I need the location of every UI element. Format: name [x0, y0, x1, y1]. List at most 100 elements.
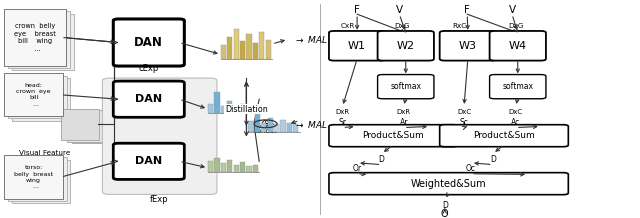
Bar [234, 29, 239, 59]
FancyBboxPatch shape [490, 75, 546, 99]
FancyBboxPatch shape [4, 73, 63, 116]
Bar [287, 123, 292, 132]
Bar [214, 92, 220, 113]
Text: DAN: DAN [135, 156, 163, 166]
Text: RxC: RxC [452, 23, 467, 29]
Text: DxG: DxG [509, 23, 524, 29]
Text: Or: Or [353, 164, 362, 173]
Text: O: O [441, 209, 449, 218]
Text: V: V [396, 5, 403, 15]
Bar [268, 118, 273, 132]
Bar [234, 165, 239, 172]
FancyBboxPatch shape [113, 143, 184, 179]
Bar [240, 162, 245, 172]
Text: $\rightarrow$ MAL: $\rightarrow$ MAL [294, 34, 329, 45]
Bar [246, 34, 252, 59]
Text: DAN: DAN [134, 36, 163, 49]
FancyBboxPatch shape [8, 76, 67, 118]
Text: Product&Sum: Product&Sum [473, 131, 535, 140]
Bar [221, 45, 226, 59]
Text: cExp: cExp [138, 64, 159, 73]
Bar [227, 37, 232, 59]
Text: W3: W3 [459, 41, 477, 51]
Bar [261, 123, 266, 132]
Text: DxR: DxR [335, 109, 349, 115]
Bar [280, 120, 285, 132]
Text: W2: W2 [397, 41, 415, 51]
FancyBboxPatch shape [329, 125, 458, 147]
Text: DxG: DxG [394, 23, 410, 29]
Text: head:
crown  eye
bill
  ...: head: crown eye bill ... [17, 83, 51, 107]
Text: softmax: softmax [390, 82, 421, 91]
FancyBboxPatch shape [113, 81, 184, 117]
FancyBboxPatch shape [102, 78, 217, 194]
FancyBboxPatch shape [440, 31, 496, 61]
FancyBboxPatch shape [329, 173, 568, 195]
Text: DxC: DxC [457, 109, 471, 115]
Text: F: F [354, 5, 360, 15]
Text: DxC: DxC [509, 109, 523, 115]
Text: F: F [464, 5, 470, 15]
FancyBboxPatch shape [378, 75, 434, 99]
Bar [253, 43, 258, 59]
Text: V: V [508, 5, 516, 15]
Text: Sr: Sr [339, 118, 346, 127]
Bar [240, 104, 245, 113]
Text: $\rightarrow$ MAL: $\rightarrow$ MAL [294, 119, 329, 130]
Text: $\oplus$: $\oplus$ [260, 118, 271, 129]
Bar [221, 163, 226, 172]
FancyBboxPatch shape [378, 31, 434, 61]
Bar [246, 165, 252, 172]
Bar [248, 121, 253, 132]
Bar [253, 165, 258, 172]
Bar [259, 32, 264, 59]
Bar [208, 161, 213, 172]
Bar [214, 158, 220, 172]
Bar [208, 104, 213, 113]
Text: concat: concat [254, 128, 277, 134]
Text: D: D [490, 155, 496, 164]
FancyBboxPatch shape [12, 78, 70, 121]
Text: Product&Sum: Product&Sum [362, 131, 424, 140]
FancyBboxPatch shape [4, 155, 63, 199]
Bar [240, 41, 245, 59]
Bar [293, 124, 298, 132]
Bar [234, 107, 239, 113]
FancyBboxPatch shape [8, 11, 70, 68]
Text: DAN: DAN [135, 94, 163, 104]
Text: crown  belly
eye    breast
bill    wing
  ...: crown belly eye breast bill wing ... [14, 23, 56, 52]
Text: Sc: Sc [460, 118, 468, 127]
Text: CxR: CxR [340, 23, 355, 29]
Text: Visual Feature: Visual Feature [19, 150, 70, 156]
FancyBboxPatch shape [4, 9, 66, 66]
Bar [227, 160, 232, 172]
Text: W4: W4 [509, 41, 527, 51]
FancyBboxPatch shape [72, 112, 109, 143]
Text: torso:
belly  breast
wing
  ...: torso: belly breast wing ... [14, 165, 53, 189]
Bar [255, 111, 260, 132]
FancyBboxPatch shape [61, 109, 99, 140]
FancyBboxPatch shape [440, 125, 568, 147]
Text: DxR: DxR [397, 109, 411, 115]
FancyBboxPatch shape [12, 160, 70, 203]
Text: W1: W1 [348, 41, 366, 51]
Text: fExp: fExp [149, 194, 168, 204]
FancyBboxPatch shape [8, 157, 67, 201]
Text: Ar: Ar [399, 118, 408, 127]
Text: Ac: Ac [511, 118, 520, 127]
Text: Weighted&Sum: Weighted&Sum [411, 179, 486, 189]
Bar [266, 40, 271, 59]
Text: D: D [378, 155, 385, 164]
FancyBboxPatch shape [67, 110, 104, 142]
FancyBboxPatch shape [490, 31, 546, 61]
FancyBboxPatch shape [12, 14, 74, 70]
FancyBboxPatch shape [329, 31, 385, 61]
FancyBboxPatch shape [113, 19, 184, 66]
Text: Distillation: Distillation [225, 104, 268, 114]
Bar [274, 124, 279, 132]
Text: D: D [442, 201, 448, 210]
Bar [227, 101, 232, 113]
Bar [221, 106, 226, 113]
Bar [253, 107, 258, 113]
Text: Oc: Oc [466, 164, 476, 173]
